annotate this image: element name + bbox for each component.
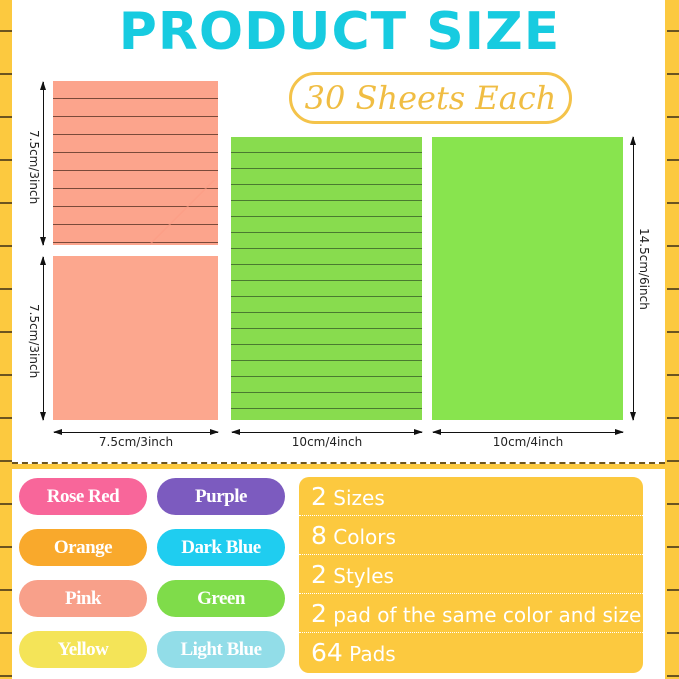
small-lined-pad <box>53 81 218 245</box>
height-arrow <box>40 81 46 246</box>
right-border <box>667 0 679 679</box>
color-chip-green: Green <box>157 580 285 617</box>
small-plain-pad <box>53 256 218 420</box>
small-width-label: 7.5cm/3inch <box>98 435 174 449</box>
spec-item: 2 pad of the same color and size <box>299 594 643 633</box>
large-plain-pad <box>432 137 623 420</box>
large-width-label-2: 10cm/4inch <box>492 435 564 449</box>
color-chip-yellow: Yellow <box>19 631 147 668</box>
small-height-label-1: 7.5cm/3inch <box>27 130 41 205</box>
height-arrow <box>630 136 636 421</box>
color-chip-rose-red: Rose Red <box>19 478 147 515</box>
left-border <box>0 0 12 679</box>
color-chip-pink: Pink <box>19 580 147 617</box>
width-arrow <box>231 429 423 435</box>
large-lined-pad <box>231 137 422 420</box>
sheets-badge: 30 Sheets Each <box>289 72 572 124</box>
spec-item: 2 Styles <box>299 555 643 594</box>
specs-list: 2 Sizes 8 Colors 2 Styles 2 pad of the s… <box>299 477 643 673</box>
color-chip-dark-blue: Dark Blue <box>157 529 285 566</box>
large-height-label: 14.5cm/6inch <box>637 228 651 310</box>
spec-item: 2 Sizes <box>299 477 643 516</box>
color-chip-orange: Orange <box>19 529 147 566</box>
small-height-label-2: 7.5cm/3inch <box>27 304 41 379</box>
page-title: PRODUCT SIZE <box>118 2 561 62</box>
color-chip-light-blue: Light Blue <box>157 631 285 668</box>
height-arrow <box>40 256 46 421</box>
large-width-label-1: 10cm/4inch <box>291 435 363 449</box>
spec-item: 8 Colors <box>299 516 643 555</box>
width-arrow <box>53 429 219 435</box>
color-chip-purple: Purple <box>157 478 285 515</box>
spec-item: 64 Pads <box>311 638 396 667</box>
width-arrow <box>432 429 624 435</box>
